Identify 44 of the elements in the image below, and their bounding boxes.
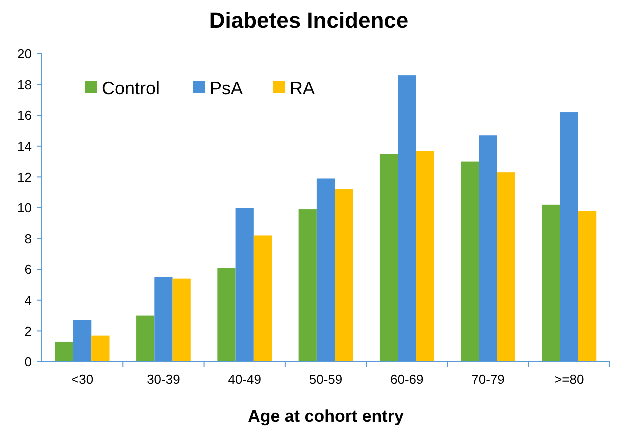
legend-label: PsA [210, 78, 244, 98]
bar [380, 154, 398, 362]
bar [560, 112, 578, 362]
x-tick-label: 30-39 [147, 372, 180, 387]
bar [254, 236, 272, 362]
x-tick-label: 40-49 [228, 372, 262, 387]
bar [154, 277, 173, 362]
x-axis-title: Age at cohort entry [248, 407, 404, 426]
y-tick-label: 8 [24, 231, 32, 246]
bar [92, 336, 110, 362]
y-tick-label: 0 [24, 354, 32, 370]
y-tick-label: 16 [18, 108, 32, 124]
bar [497, 172, 516, 362]
x-tick-label: 70-79 [472, 372, 505, 387]
bar [479, 136, 498, 362]
bar [542, 204, 560, 362]
y-tick-label: 14 [18, 138, 32, 154]
y-tick-label: 12 [18, 170, 32, 185]
bar [398, 76, 416, 362]
bar [236, 208, 254, 362]
x-tick-label: <30 [72, 372, 94, 387]
bar [136, 316, 155, 362]
legend-label: RA [290, 78, 316, 98]
bar [416, 151, 434, 362]
bar [172, 278, 191, 362]
y-tick-label: 20 [18, 46, 32, 62]
bar [218, 268, 236, 362]
bar [335, 190, 354, 362]
y-tick-label: 10 [18, 200, 32, 216]
legend-label: Control [102, 78, 160, 98]
x-tick-label: 60-69 [390, 372, 424, 387]
bar [578, 211, 597, 362]
y-tick-label: 4 [24, 292, 32, 308]
bar [316, 178, 336, 362]
y-tick-label: 2 [24, 324, 32, 339]
x-tick-label: >=80 [554, 372, 584, 387]
bar [298, 210, 317, 362]
bar [461, 162, 480, 362]
chart-title: Diabetes Incidence [209, 8, 409, 33]
y-tick-label: 6 [24, 262, 32, 278]
x-tick-label: 50-59 [309, 372, 343, 387]
bar [55, 342, 74, 362]
bar [74, 320, 92, 362]
y-tick-label: 18 [18, 77, 32, 92]
